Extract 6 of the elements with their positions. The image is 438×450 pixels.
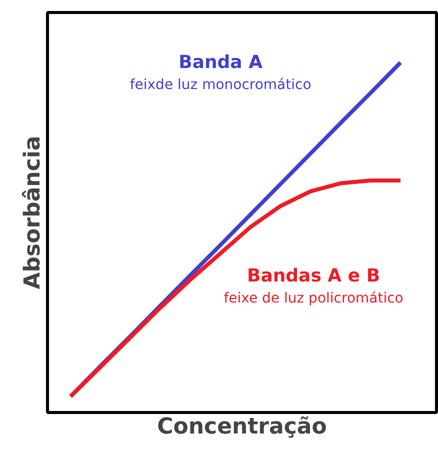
text: Banda A — [178, 52, 263, 74]
x-axis-title: Concentração — [157, 414, 327, 440]
y-axis-title: Absorbância — [20, 136, 46, 290]
annotation: feixe de luz policromático — [224, 290, 404, 307]
annotation: feixde luz monocromático — [130, 77, 312, 94]
series-label: Bandas A e B — [246, 266, 380, 287]
